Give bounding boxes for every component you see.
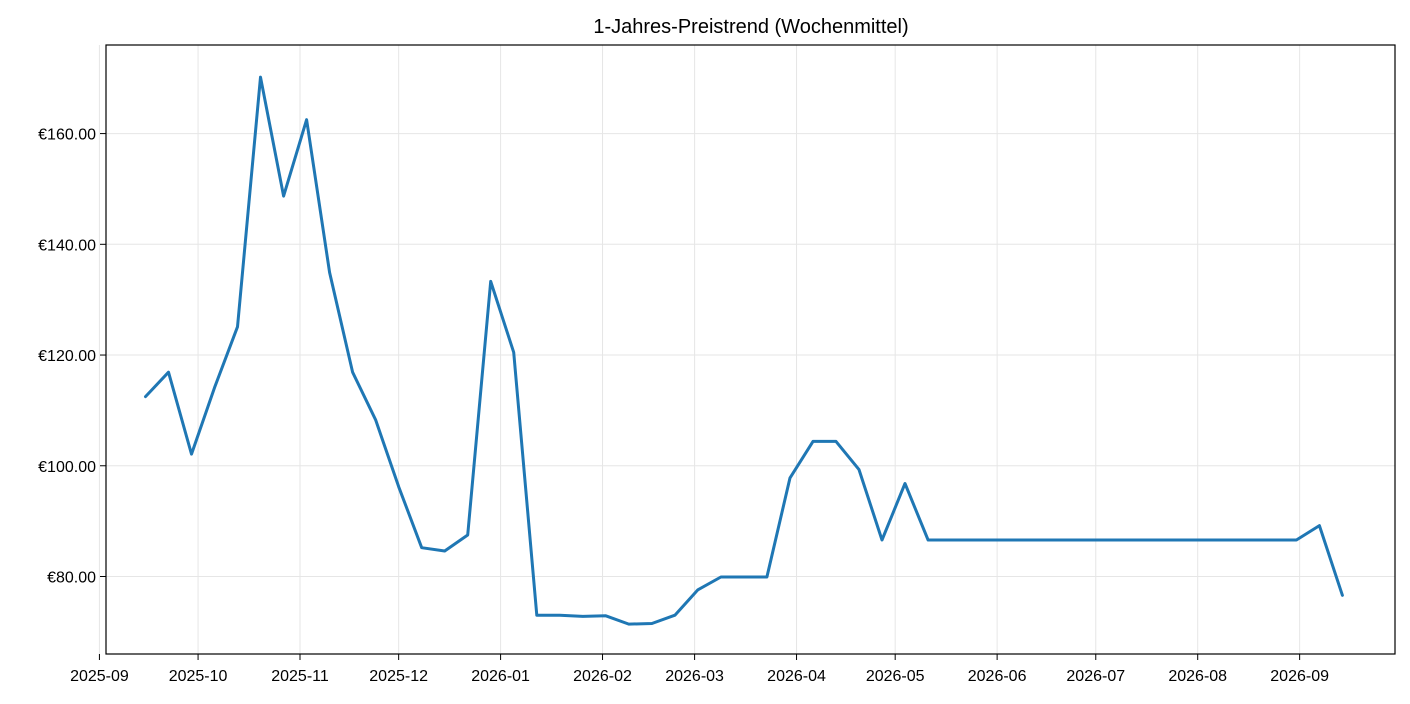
- y-tick-label: €100.00: [38, 459, 96, 476]
- y-tick-label: €160.00: [38, 127, 96, 144]
- x-tick-label: 2026-09: [1270, 668, 1329, 685]
- y-tick-label: €140.00: [38, 237, 96, 254]
- x-tick-label: 2025-10: [169, 668, 228, 685]
- series-layer: [144, 75, 1344, 626]
- x-tick-label: 2026-04: [767, 668, 826, 685]
- x-tick-label: 2026-01: [471, 668, 530, 685]
- x-tick-label: 2026-08: [1168, 668, 1227, 685]
- x-tick-label: 2026-06: [968, 668, 1027, 685]
- x-tick-label: 2025-12: [369, 668, 428, 685]
- chart-title: 1-Jahres-Preistrend (Wochenmittel): [593, 16, 908, 38]
- x-tick-label: 2026-05: [866, 668, 925, 685]
- x-tick-label: 2026-07: [1066, 668, 1125, 685]
- x-tick-label: 2025-11: [271, 668, 329, 685]
- x-tick-label: 2025-09: [70, 668, 129, 685]
- y-tick-label: €80.00: [47, 569, 96, 586]
- x-tick-label: 2026-02: [573, 668, 632, 685]
- y-axis: €80.00 €100.00 €120.00 €140.00 €160.00: [38, 127, 106, 586]
- y-tick-label: €120.00: [38, 348, 96, 365]
- plot-frame: [105, 44, 1396, 655]
- price-series-line: [144, 75, 1344, 626]
- x-tick-label: 2026-03: [665, 668, 724, 685]
- x-axis: 2025-09 2025-10 2025-11 2025-12 2026-01 2026-…: [70, 654, 1329, 685]
- grid-lines: [98, 45, 1395, 654]
